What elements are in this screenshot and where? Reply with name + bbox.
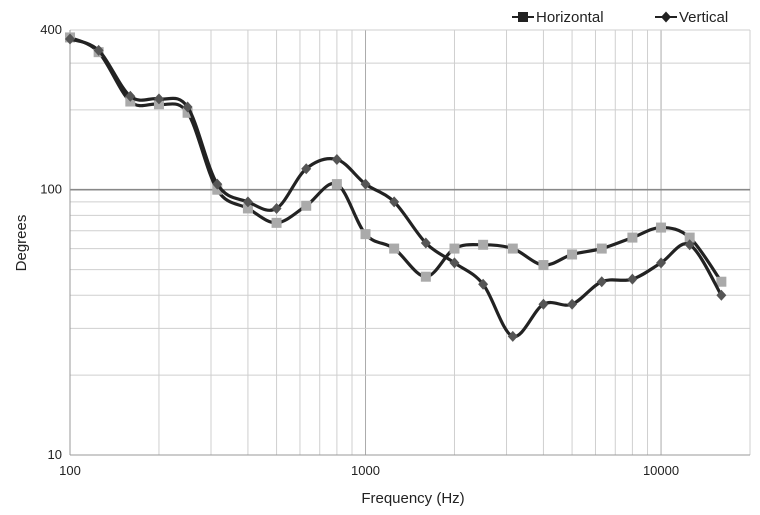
series-vertical — [65, 33, 727, 342]
vertical-point — [153, 93, 164, 105]
y-tick-label: 400 — [40, 22, 62, 37]
series — [65, 32, 727, 342]
legend-marker — [661, 11, 671, 23]
vertical-point — [449, 257, 460, 269]
legend-label: Vertical — [679, 9, 728, 26]
legend-item-horizontal: Horizontal — [512, 9, 604, 26]
y-tick-label: 100 — [40, 182, 62, 197]
horizontal-point — [596, 243, 607, 254]
horizontal-point — [212, 184, 223, 195]
vertical-point — [242, 196, 253, 208]
horizontal-point — [331, 179, 342, 190]
horizontal-point — [716, 276, 727, 287]
y-axis-title: Degrees — [13, 215, 30, 272]
vertical-line — [69, 37, 723, 338]
vertical-point — [389, 196, 400, 208]
horizontal-point — [242, 203, 253, 214]
vertical-point — [716, 289, 727, 301]
horizontal-point — [449, 243, 460, 254]
horizontal-point — [360, 229, 371, 240]
vertical-point — [93, 44, 104, 56]
vertical-point — [656, 257, 667, 269]
horizontal-point — [420, 271, 431, 282]
horizontal-point — [684, 232, 695, 243]
horizontal-point — [656, 222, 667, 233]
vertical-point — [507, 330, 518, 342]
vertical-point — [271, 202, 282, 214]
vertical-point — [596, 276, 607, 288]
legend: Horizontal Vertical — [512, 9, 728, 26]
x-tick-label: 10000 — [643, 463, 679, 478]
y-tick-label: 10 — [48, 447, 62, 462]
x-tick-label: 1000 — [351, 463, 380, 478]
vertical-point — [65, 33, 75, 45]
horizontal-point — [507, 243, 518, 254]
vertical-point — [182, 101, 193, 113]
legend-label: Horizontal — [536, 9, 604, 26]
vertical-point — [538, 298, 549, 310]
vertical-point — [420, 237, 431, 249]
horizontal-point — [271, 217, 282, 228]
x-axis-title: Frequency (Hz) — [361, 490, 464, 507]
legend-marker — [518, 12, 528, 22]
vertical-point — [301, 163, 312, 175]
horizontal-point — [301, 200, 312, 211]
horizontal-point — [567, 249, 578, 260]
grid — [69, 29, 751, 456]
horizontal-point — [627, 232, 638, 243]
legend-item-vertical: Vertical — [655, 9, 728, 26]
horizontal-point — [182, 107, 193, 118]
vertical-point — [627, 273, 638, 285]
horizontal-point — [538, 260, 549, 271]
vertical-point — [684, 239, 695, 251]
vertical-point — [567, 298, 578, 310]
vertical-point — [360, 178, 371, 190]
vertical-point — [125, 90, 136, 102]
axes — [69, 30, 750, 456]
vertical-point — [212, 178, 223, 190]
vertical-point — [331, 153, 342, 165]
horizontal-point — [478, 239, 489, 250]
vertical-point — [478, 278, 489, 290]
horizontal-point — [389, 243, 400, 254]
x-tick-label: 100 — [59, 463, 81, 478]
